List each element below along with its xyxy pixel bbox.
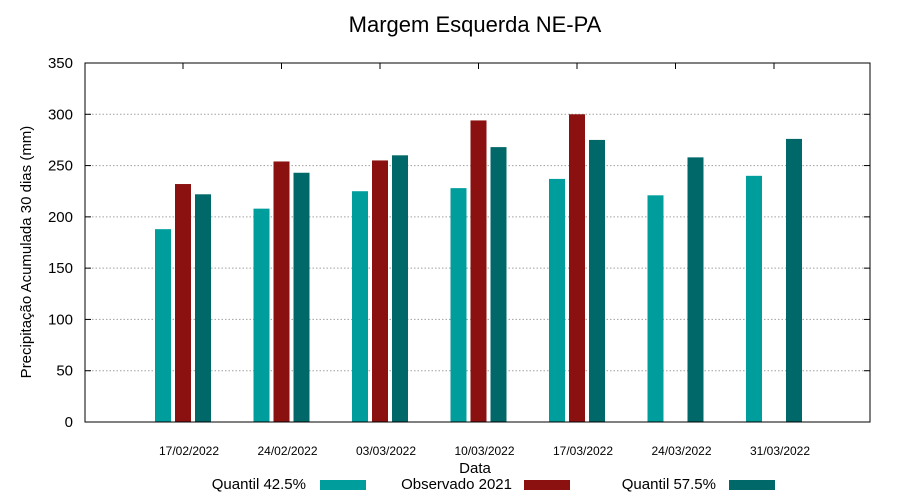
legend-label: Quantil 42.5% — [212, 476, 306, 493]
bar — [450, 188, 467, 422]
x-tick-label: 17/03/2022 — [553, 444, 613, 458]
x-tick-label: 31/03/2022 — [750, 444, 810, 458]
chart-title: Margem Esquerda NE-PA — [349, 12, 602, 37]
y-axis-label: Precipitação Acumulada 30 dias (mm) — [18, 126, 35, 379]
bar — [155, 229, 171, 422]
x-tick-label: 17/02/2022 — [159, 444, 219, 458]
y-axis: 0 50 100 150 200 250 300 350 — [48, 55, 870, 431]
x-axis: 17/02/2022 24/02/2022 03/03/2022 10/03/2022… — [159, 63, 810, 458]
bar — [687, 157, 704, 422]
plot-frame — [84, 62, 871, 423]
legend-swatch — [729, 480, 775, 490]
bar — [786, 138, 802, 422]
legend-swatch — [320, 480, 366, 490]
bar — [372, 160, 388, 422]
legend-label: Observado 2021 — [401, 476, 512, 493]
x-tick-label: 03/03/2022 — [356, 444, 416, 458]
y-tick-label: 200 — [48, 209, 73, 226]
bar — [293, 172, 310, 422]
x-tick-label: 24/02/2022 — [257, 444, 317, 458]
y-tick-label: 300 — [48, 106, 73, 123]
bar — [647, 195, 664, 422]
bar — [175, 184, 191, 422]
bar — [470, 120, 487, 422]
bar — [569, 114, 585, 423]
y-tick-label: 350 — [48, 55, 73, 72]
bar — [352, 191, 368, 422]
y-tick-label: 50 — [56, 363, 73, 380]
bar — [549, 178, 565, 422]
bar — [392, 155, 408, 423]
bar — [195, 194, 211, 422]
bar — [589, 139, 605, 422]
legend: Quantil 42.5% Observado 2021 Quantil 57.5% — [212, 476, 775, 493]
y-tick-label: 150 — [48, 260, 73, 277]
x-tick-label: 24/03/2022 — [651, 444, 711, 458]
bars-layer — [155, 114, 802, 423]
y-tick-label: 100 — [48, 311, 73, 328]
legend-label: Quantil 57.5% — [622, 476, 716, 493]
x-axis-label: Data — [459, 460, 491, 477]
x-tick-label: 10/03/2022 — [454, 444, 514, 458]
bar — [253, 208, 270, 422]
bar — [490, 147, 507, 422]
bar — [273, 161, 290, 422]
bar — [746, 175, 762, 422]
y-tick-label: 0 — [65, 414, 73, 431]
legend-swatch — [524, 480, 570, 490]
y-tick-label: 250 — [48, 158, 73, 175]
